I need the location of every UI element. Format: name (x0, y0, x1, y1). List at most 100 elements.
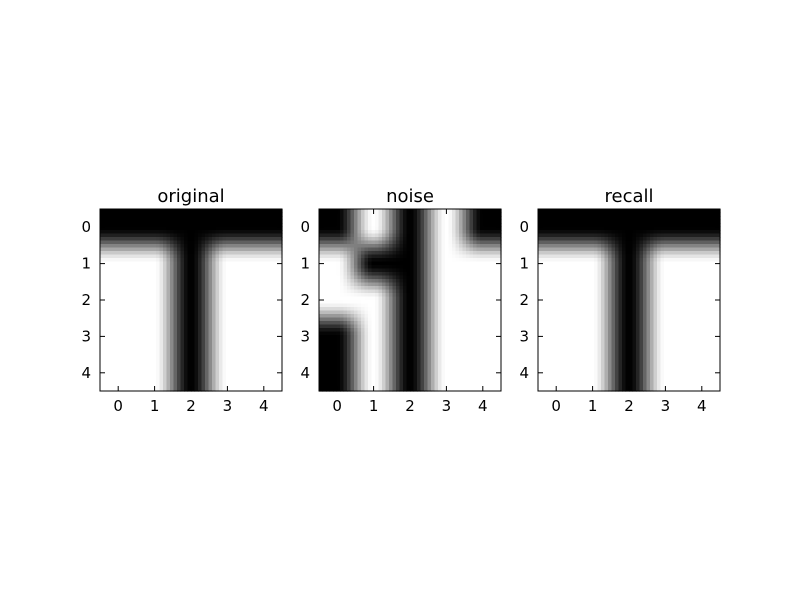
heatmap-cell (117, 345, 122, 350)
heatmap-cell (392, 310, 397, 315)
heatmap-cell (208, 303, 213, 308)
heatmap-cell (322, 356, 327, 361)
heatmap-cell (208, 310, 213, 315)
heatmap-cell (480, 216, 485, 221)
heatmap-cell (357, 254, 362, 259)
heatmap-cell (371, 212, 376, 217)
heatmap-cell (159, 366, 164, 371)
heatmap-cell (473, 335, 478, 340)
heatmap-cell (434, 237, 439, 242)
heatmap-cell (187, 289, 192, 294)
heatmap-cell (226, 247, 231, 252)
heatmap-cell (103, 331, 108, 336)
heatmap-cell (378, 216, 383, 221)
heatmap-cell (194, 345, 199, 350)
heatmap-cell (476, 321, 481, 326)
heatmap-cell (110, 373, 115, 378)
heatmap-cell (389, 219, 394, 224)
heatmap-cell (473, 209, 478, 214)
heatmap-cell (441, 223, 446, 228)
heatmap-cell (215, 244, 220, 249)
heatmap-cell (124, 226, 129, 231)
heatmap-cell (375, 331, 380, 336)
heatmap-cell (333, 265, 338, 270)
heatmap-cell (494, 216, 499, 221)
heatmap-cell (371, 244, 376, 249)
heatmap-cell (399, 251, 404, 256)
heatmap-cell (142, 349, 147, 354)
heatmap-cell (180, 296, 185, 301)
heatmap-cell (103, 212, 108, 217)
heatmap-cell (187, 366, 192, 371)
heatmap-cell (340, 226, 345, 231)
heatmap-cell (184, 366, 189, 371)
heatmap-cell (121, 363, 126, 368)
heatmap-cell (219, 279, 224, 284)
heatmap-cell (420, 335, 425, 340)
heatmap-cell (159, 303, 164, 308)
heatmap-cell (205, 352, 210, 357)
heatmap-cell (497, 321, 502, 326)
heatmap-cell (236, 219, 241, 224)
heatmap-cell (410, 345, 415, 350)
heatmap-cell (347, 307, 352, 312)
heatmap-cell (399, 244, 404, 249)
heatmap-cell (354, 230, 359, 235)
heatmap-cell (212, 366, 217, 371)
heatmap-cell (452, 328, 457, 333)
heatmap-cell (117, 212, 122, 217)
heatmap-cell (271, 324, 276, 329)
heatmap-cell (180, 324, 185, 329)
heatmap-cell (438, 328, 443, 333)
heatmap-cell (413, 244, 418, 249)
heatmap-cell (431, 275, 436, 280)
heatmap-cell (371, 251, 376, 256)
heatmap-cell (445, 244, 450, 249)
heatmap-cell (128, 216, 133, 221)
heatmap-cell (278, 226, 283, 231)
heatmap-cell (177, 373, 182, 378)
heatmap-cell (257, 324, 262, 329)
heatmap-cell (187, 377, 192, 382)
heatmap-cell (187, 338, 192, 343)
heatmap-cell (243, 219, 248, 224)
heatmap-cell (382, 275, 387, 280)
heatmap-cell (361, 216, 366, 221)
heatmap-cell (476, 296, 481, 301)
heatmap-cell (473, 226, 478, 231)
heatmap-cell (406, 244, 411, 249)
heatmap-cell (278, 342, 283, 347)
heatmap-cell (382, 216, 387, 221)
heatmap-cell (187, 352, 192, 357)
heatmap-cell (240, 307, 245, 312)
heatmap-cell (487, 356, 492, 361)
heatmap-cell (268, 296, 273, 301)
heatmap-cell (497, 209, 502, 214)
heatmap-cell (364, 317, 369, 322)
heatmap-cell (420, 331, 425, 336)
heatmap-cell (159, 380, 164, 385)
heatmap-cell (170, 251, 175, 256)
heatmap-cell (156, 356, 161, 361)
heatmap-cell (208, 265, 213, 270)
heatmap-cell (163, 279, 168, 284)
heatmap-cell (343, 286, 348, 291)
heatmap-cell (236, 380, 241, 385)
heatmap-cell (452, 258, 457, 263)
heatmap-cell (357, 317, 362, 322)
heatmap-cell (392, 282, 397, 287)
heatmap-cell (138, 258, 143, 263)
heatmap-cell (159, 352, 164, 357)
heatmap-cell (389, 300, 394, 305)
heatmap-cell (191, 366, 196, 371)
heatmap-cell (375, 237, 380, 242)
heatmap-cell (420, 275, 425, 280)
heatmap-cell (135, 296, 140, 301)
heatmap-cell (233, 240, 238, 245)
heatmap-cell (166, 223, 171, 228)
heatmap-cell (445, 279, 450, 284)
heatmap-cell (254, 282, 259, 287)
heatmap-cell (476, 212, 481, 217)
heatmap-cell (420, 237, 425, 242)
heatmap-cell (278, 310, 283, 315)
